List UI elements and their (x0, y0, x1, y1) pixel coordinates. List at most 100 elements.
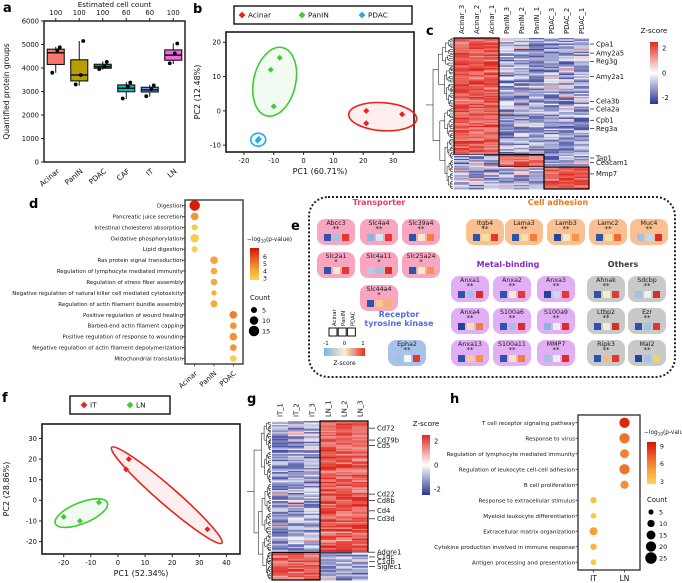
heatmap-cell (304, 532, 320, 535)
heatmap-cell (352, 548, 368, 551)
heatmap-cell (484, 61, 499, 64)
heatmap-cell (529, 179, 544, 182)
heatmap-col-label: Acinar_1 (488, 5, 496, 34)
gene-name: Ltbp2 (597, 309, 615, 316)
heatmap-cell (288, 480, 304, 483)
heatmap-cell (320, 567, 336, 570)
heatmap-cell (499, 87, 514, 90)
panel-e-protein-categories: Transporter Abcc3 ** Slc4a4 ** Slc39a4 ** Slc2a… (308, 196, 676, 378)
heatmap-cell (574, 51, 589, 54)
heatmap-cell (499, 88, 514, 91)
heatmap-cell (484, 38, 499, 40)
heatmap-cell (574, 171, 589, 173)
heatmap-cell (514, 68, 529, 71)
heatmap-cell (499, 59, 514, 62)
zscore-square-pdac (384, 299, 392, 307)
heatmap-cell (484, 164, 499, 167)
zscore-square-panin (643, 322, 651, 330)
heatmap-cell (559, 102, 574, 105)
zscore-squares (499, 290, 525, 298)
colorbar-tick-label: 0 (434, 461, 438, 469)
heatmap-cell (454, 44, 469, 47)
heatmap-cell (336, 564, 352, 567)
heatmap-cell (320, 510, 336, 513)
heatmap-cell (559, 129, 574, 132)
heatmap-cell (320, 531, 336, 534)
heatmap-cell (288, 423, 304, 426)
heatmap-cell (499, 46, 514, 49)
heatmap-cell (320, 430, 336, 433)
heatmap-cell (320, 454, 336, 457)
heatmap-cell (484, 147, 499, 150)
heatmap-col-label: PDAC_3 (548, 8, 556, 34)
heatmap-cell (499, 50, 514, 53)
heatmap-cell (336, 472, 352, 474)
heatmap-cell (574, 62, 589, 65)
heatmap-cell (304, 516, 320, 519)
heatmap-cell (352, 423, 368, 426)
heatmap-cell (304, 474, 320, 477)
heatmap-cell (352, 470, 368, 473)
heatmap-cell (454, 150, 469, 153)
heatmap-cell (336, 567, 352, 570)
heatmap-cell (454, 123, 469, 125)
heatmap-cell (514, 128, 529, 131)
heatmap-cell (544, 59, 559, 62)
heatmap-cell (544, 178, 559, 180)
heatmap-cell (352, 492, 368, 495)
heatmap-cell (499, 186, 514, 189)
heatmap-cell (544, 51, 559, 54)
heatmap-cell (559, 95, 574, 98)
heatmap-cell (304, 501, 320, 504)
heatmap-cell (320, 548, 336, 551)
heatmap-cell (272, 560, 288, 563)
heatmap-cell (529, 86, 544, 88)
heatmap-cell (529, 76, 544, 79)
heatmap-cell (544, 72, 559, 75)
heatmap-cell (336, 456, 352, 459)
heatmap-cell (272, 542, 288, 545)
heatmap-cell (544, 118, 559, 121)
heatmap-cell (272, 548, 288, 551)
heatmap-cell (559, 118, 574, 121)
heatmap-cell (499, 173, 514, 176)
heatmap-cell (484, 171, 499, 173)
heatmap-cell (272, 455, 288, 458)
heatmap-cell (272, 494, 288, 497)
heatmap-cell (454, 39, 469, 42)
heatmap-cell (544, 139, 559, 142)
heatmap-cell (454, 140, 469, 143)
heatmap-cell (469, 44, 484, 47)
heatmap-cell (529, 91, 544, 94)
legend-sample-label: Acinar (332, 308, 338, 326)
heatmap-cell (529, 81, 544, 84)
heatmap-cell (484, 69, 499, 72)
heatmap-cell (544, 109, 559, 112)
zscore-square-pdac (561, 290, 569, 298)
jitter-point (125, 84, 130, 89)
pca-point (254, 137, 261, 144)
cell-count-label: 100 (73, 9, 86, 17)
heatmap-cell (272, 571, 288, 574)
x-group-label: IT (590, 574, 597, 583)
heatmap-cell (529, 125, 544, 128)
zscore-squares (366, 266, 392, 274)
heatmap-cell (320, 422, 336, 425)
heatmap-cell (514, 114, 529, 117)
heatmap-cell (544, 157, 559, 160)
heatmap-cell (454, 135, 469, 138)
heatmap-cell (288, 499, 304, 502)
heatmap-cell (544, 39, 559, 42)
heatmap-cell (320, 497, 336, 499)
heatmap-cell (559, 84, 574, 87)
heatmap-cell (320, 570, 336, 573)
x-group-label: Acinar (177, 369, 199, 390)
heatmap-cell (320, 483, 336, 486)
heatmap-cell (529, 145, 544, 147)
heatmap-cell (320, 568, 336, 571)
zscore-squares (457, 290, 483, 298)
heatmap-cell (272, 432, 288, 434)
heatmap-cell (499, 110, 514, 113)
zscore-square-panin (602, 354, 610, 362)
x-tick-label: 20 (359, 157, 368, 165)
